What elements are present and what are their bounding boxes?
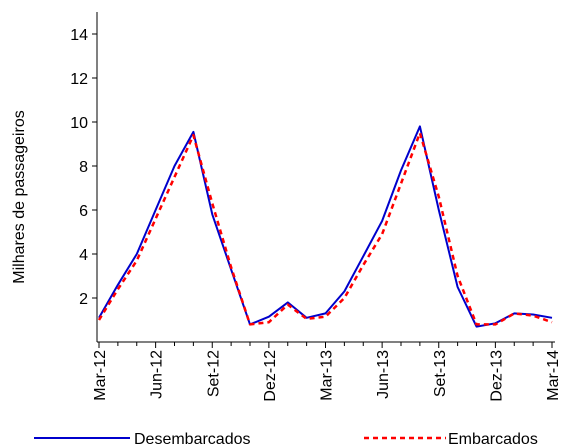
y-tick-label: 4: [79, 247, 88, 264]
y-tick-label: 12: [70, 71, 88, 88]
x-tick-label: Set-13: [432, 350, 449, 397]
x-tick-label: Set-12: [205, 350, 222, 397]
x-tick-label: Jun-12: [149, 350, 166, 399]
y-tick-label: 6: [79, 203, 88, 220]
y-tick-label: 2: [79, 291, 88, 308]
y-axis: 2 4 6 8 10 12 14: [70, 12, 98, 342]
x-tick-label: Dez-13: [488, 350, 505, 402]
y-tick-label: 8: [79, 159, 88, 176]
y-tick-label: 14: [70, 27, 88, 44]
legend-label: Desembarcados: [134, 431, 251, 448]
series-lines: [97, 125, 553, 328]
x-tick-label: Dez-12: [262, 350, 279, 402]
y-tick-label: 10: [70, 115, 88, 132]
series-line-desembarcados: [98, 125, 553, 328]
x-tick-label: Jun-13: [375, 350, 392, 399]
series-line-embarcados: [97, 131, 553, 326]
legend-label: Embarcados: [448, 431, 538, 448]
x-axis: Mar-12 Jun-12 Set-12 Dez-12 Mar-13 Jun-13 Set-…: [92, 341, 562, 402]
x-tick-label: Mar-14: [545, 350, 562, 401]
x-tick-label: Mar-13: [319, 350, 336, 401]
legend: Desembarcados Embarcados: [34, 431, 538, 448]
x-tick-label: Mar-12: [92, 350, 109, 401]
y-axis-label: Milhares de passageiros: [11, 110, 28, 283]
